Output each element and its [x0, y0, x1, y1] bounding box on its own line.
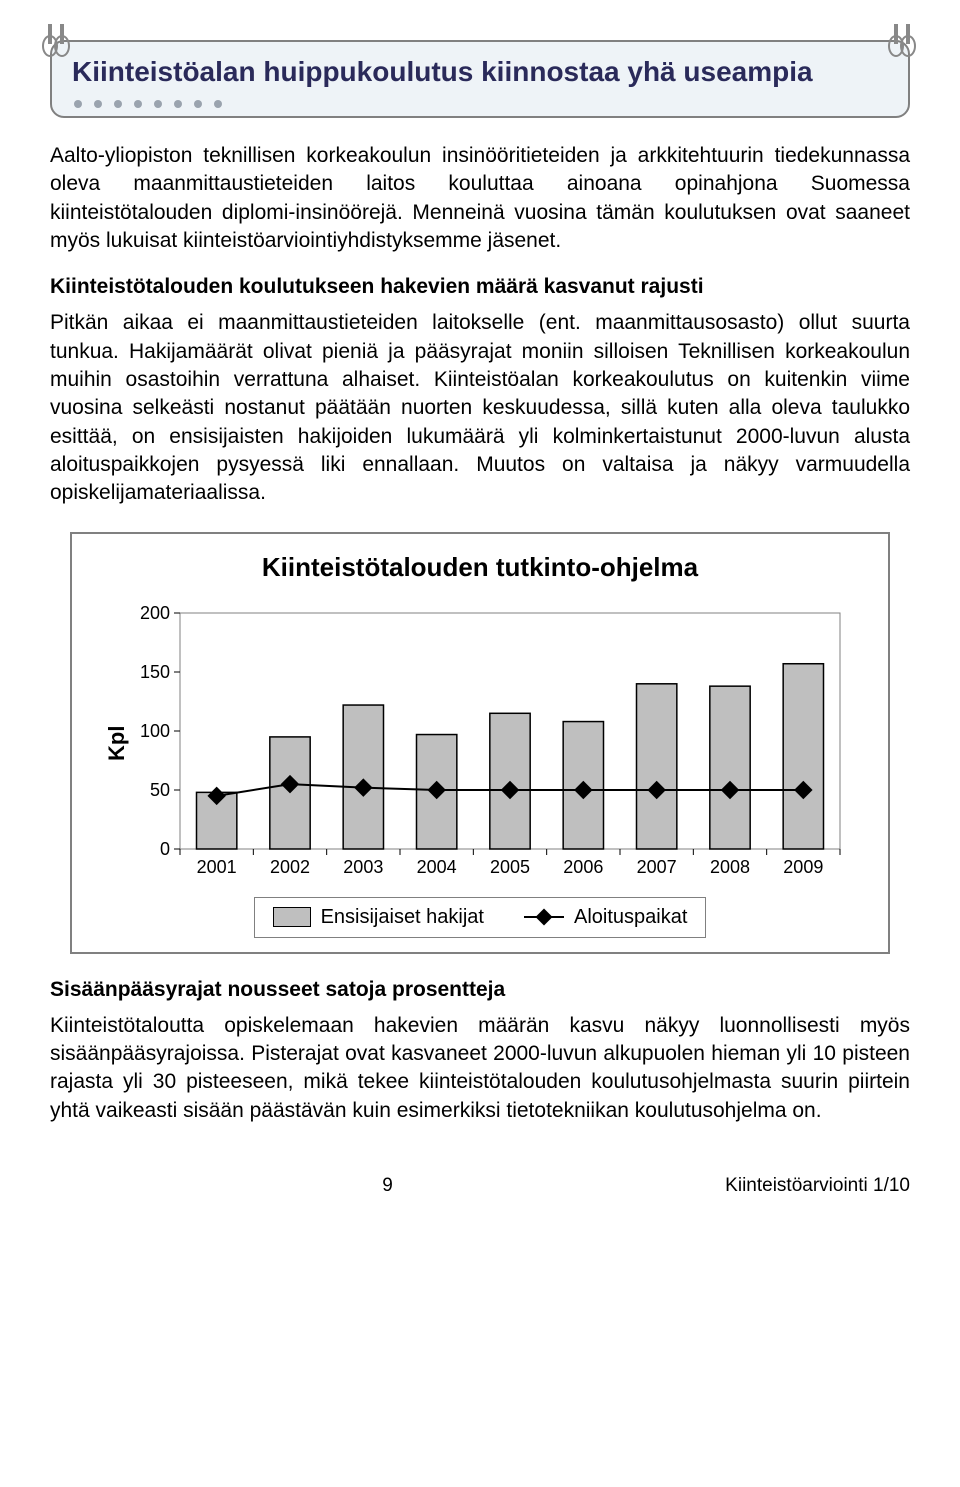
spiral-binding-right-icon — [888, 24, 918, 60]
spiral-binding-left-icon — [42, 24, 72, 60]
doc-reference: Kiinteistöarviointi 1/10 — [725, 1175, 910, 1197]
legend-item-line: Aloituspaikat — [524, 906, 687, 929]
paragraph-2: Pitkän aikaa ei maanmittaustieteiden lai… — [50, 309, 910, 507]
page-title: Kiinteistöalan huippukoulutus kiinnostaa… — [72, 56, 888, 88]
chart-area: Kpl 0 50 100 150 200 2001 2002 2003 2004 2005 2006… — [96, 603, 864, 883]
title-banner: Kiinteistöalan huippukoulutus kiinnostaa… — [50, 40, 910, 118]
decorative-dots — [74, 100, 222, 108]
y-axis-label: Kpl — [96, 603, 130, 883]
svg-text:100: 100 — [140, 721, 170, 741]
svg-text:0: 0 — [160, 839, 170, 859]
svg-text:2001: 2001 — [197, 857, 237, 877]
svg-text:2006: 2006 — [563, 857, 603, 877]
svg-text:2002: 2002 — [270, 857, 310, 877]
chart-legend: Ensisijaiset hakijat Aloituspaikat — [254, 897, 707, 938]
chart-svg: 0 50 100 150 200 2001 2002 2003 2004 2005 2006 2007… — [130, 603, 850, 883]
legend-swatch-bar-icon — [273, 907, 311, 927]
svg-text:2007: 2007 — [637, 857, 677, 877]
subheading-2: Sisäänpääsyrajat nousseet satoja prosent… — [50, 978, 910, 1002]
svg-text:50: 50 — [150, 780, 170, 800]
svg-text:2003: 2003 — [343, 857, 383, 877]
svg-text:200: 200 — [140, 603, 170, 623]
subheading-1: Kiinteistötalouden koulutukseen hakevien… — [50, 275, 910, 299]
svg-text:2009: 2009 — [783, 857, 823, 877]
paragraph-3: Kiinteistötaloutta opiskelemaan hakevien… — [50, 1012, 910, 1125]
legend-item-bars: Ensisijaiset hakijat — [273, 906, 484, 929]
svg-text:2005: 2005 — [490, 857, 530, 877]
svg-text:2008: 2008 — [710, 857, 750, 877]
legend-label-bars: Ensisijaiset hakijat — [321, 906, 484, 929]
legend-swatch-line-icon — [524, 916, 564, 918]
paragraph-intro: Aalto-yliopiston teknillisen korkeakoulu… — [50, 142, 910, 255]
svg-text:2004: 2004 — [417, 857, 457, 877]
chart-container: Kiinteistötalouden tutkinto-ohjelma Kpl … — [70, 532, 890, 954]
chart-title: Kiinteistötalouden tutkinto-ohjelma — [96, 552, 864, 583]
page-number: 9 — [50, 1175, 725, 1197]
plot-wrapper: 0 50 100 150 200 2001 2002 2003 2004 2005 2006 2007… — [130, 603, 864, 883]
legend-label-line: Aloituspaikat — [574, 906, 687, 929]
page-footer: 9 Kiinteistöarviointi 1/10 — [50, 1175, 910, 1197]
svg-text:150: 150 — [140, 662, 170, 682]
document-page: Kiinteistöalan huippukoulutus kiinnostaa… — [0, 0, 960, 1237]
